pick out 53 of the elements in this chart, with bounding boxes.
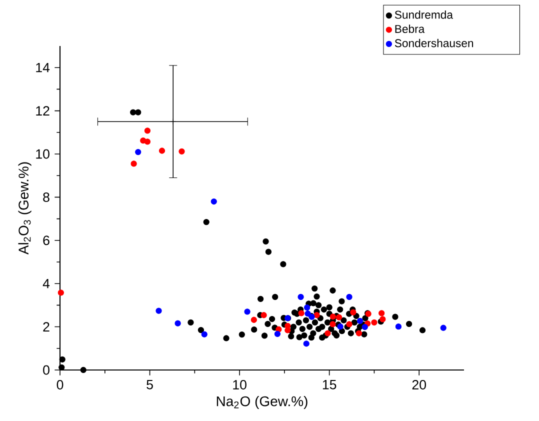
y-tick-label: 4 [42,278,50,288]
legend-label: Sundremda [394,10,453,19]
point [174,320,181,326]
x-tick-label: 0 [56,380,64,390]
point [336,314,342,320]
point [378,310,385,316]
point [156,308,162,314]
point [298,294,304,300]
point [380,316,386,322]
point [303,340,310,347]
point [440,324,446,331]
point [304,304,310,311]
y-axis-title: Al$_{2}$O$_{3}$ (Gew.%) [18,162,32,255]
y-tick-label: 14 [36,63,50,72]
x-tick-label: 5 [146,380,153,390]
point [144,128,151,134]
x-axis-title: Na$_{2}$O (Gew.%) [216,396,308,410]
y-tick-label: 6 [43,236,50,246]
point [346,321,352,328]
point [395,324,402,330]
point [158,148,166,154]
legend-label: Sondershausen [394,38,474,48]
y-tick-label: 8 [43,192,50,202]
y-tick-label: 0 [43,365,50,375]
y-tick-label: 10 [36,149,50,159]
point [330,321,336,328]
legend-label: Bebra [395,24,425,33]
point [58,290,64,296]
point [304,310,311,317]
x-tick-label: 15 [322,380,336,390]
point [244,308,250,315]
point [135,148,142,156]
point [356,318,364,324]
point [250,316,257,323]
point [371,319,378,326]
x-tick-label: 10 [233,380,246,390]
point [346,294,352,300]
point [274,330,281,337]
y-tick-label: 2 [43,322,50,332]
point [130,160,137,167]
point [170,118,176,125]
point [330,314,336,320]
point [178,148,185,154]
point [314,312,320,318]
point [362,324,368,330]
x-tick-label: 20 [412,380,426,390]
point [298,310,304,316]
point [210,198,217,205]
point [201,331,208,338]
point [350,309,356,316]
y-tick-label: 12 [36,106,50,116]
point [260,312,267,318]
point [144,138,151,145]
